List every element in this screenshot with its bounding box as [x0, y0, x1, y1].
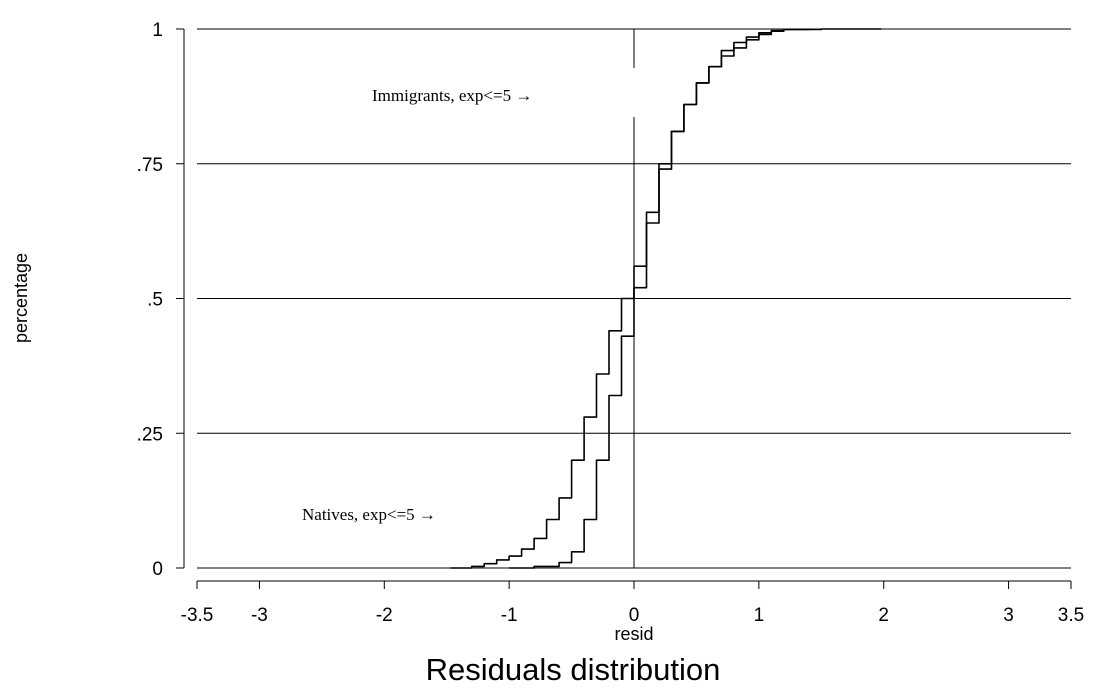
- x-tick-label: -2: [376, 605, 393, 626]
- chart-title: Residuals distribution: [426, 652, 721, 687]
- y-tick-label: .75: [137, 155, 163, 176]
- tick-labels-group: 0 .25 .5 .75 1 -3.5 -3 -2 -1 0 1 2 3 3.5: [137, 20, 1085, 626]
- cdf-series-group: [450, 28, 882, 569]
- axes-group: [176, 28, 1072, 589]
- x-tick-label: 2: [878, 605, 889, 626]
- cdf-series-1: [450, 28, 882, 569]
- x-tick-label: 3.5: [1058, 605, 1084, 626]
- annotation-natives: Natives, exp<=5 →: [302, 505, 436, 524]
- annotation-immigrants: Immigrants, exp<=5 →: [372, 86, 532, 105]
- x-tick-label: 3: [1003, 605, 1014, 626]
- x-tick-label: -3.5: [181, 605, 214, 626]
- x-tick-label: 0: [629, 605, 640, 626]
- x-tick-label: -3: [251, 605, 268, 626]
- cdf-series-2: [509, 28, 810, 569]
- x-tick-label: 1: [754, 605, 765, 626]
- y-tick-label: 1: [152, 20, 163, 41]
- y-tick-label: .5: [147, 290, 163, 311]
- x-axis-label: resid: [614, 624, 653, 644]
- y-tick-label: 0: [152, 559, 163, 580]
- y-tick-label: .25: [137, 424, 163, 445]
- y-axis-label: percentage: [11, 253, 31, 343]
- x-tick-label: -1: [501, 605, 518, 626]
